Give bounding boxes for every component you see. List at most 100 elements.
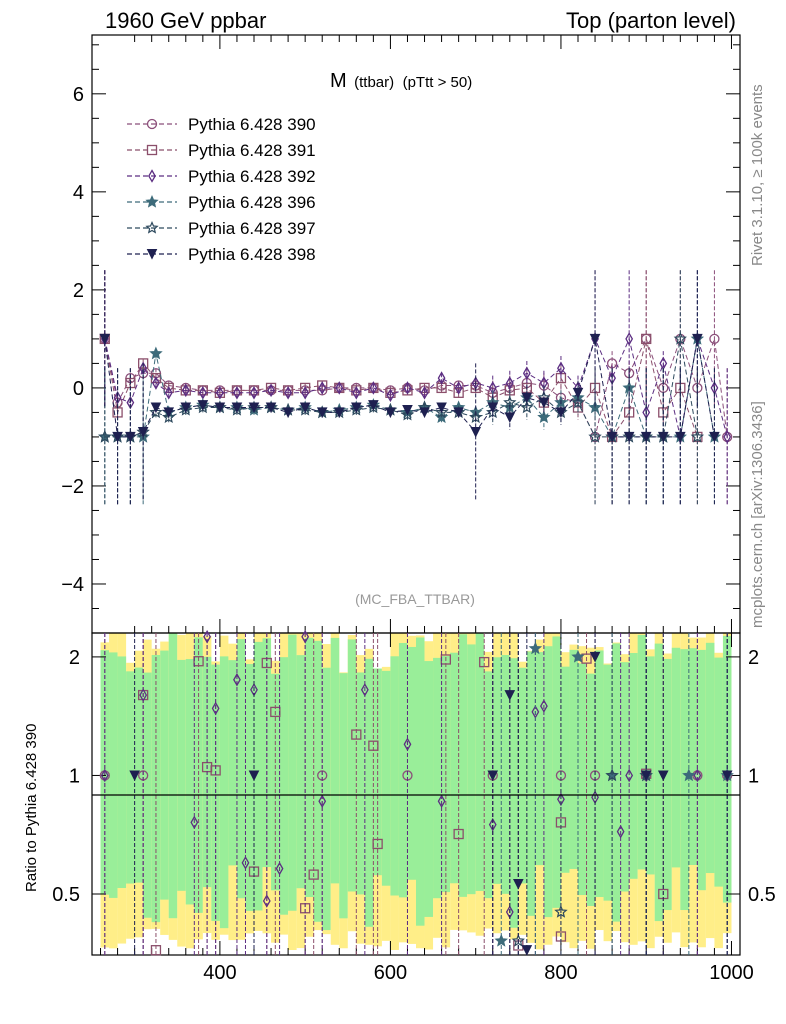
- band-green: [347, 639, 357, 892]
- band-green: [339, 673, 348, 919]
- ratio-point: [589, 651, 601, 663]
- ratio-xtick-label: 400: [203, 962, 236, 984]
- data-point: [164, 386, 173, 400]
- band-green: [288, 634, 297, 911]
- data-point: [181, 383, 190, 398]
- data-point: [537, 410, 551, 424]
- data-point: [231, 402, 243, 414]
- band-green: [305, 637, 314, 898]
- ratio-bands: [100, 633, 732, 951]
- series-3: [100, 270, 732, 506]
- ratio-point: [657, 770, 669, 782]
- band-green: [450, 652, 459, 884]
- band-green: [177, 659, 186, 891]
- chart-title-main: M: [330, 70, 347, 92]
- legend-entry: Pythia 6.428 397: [127, 219, 316, 238]
- band-green: [663, 658, 672, 911]
- data-point: [709, 431, 720, 443]
- band-green: [424, 661, 434, 917]
- data-point: [112, 431, 123, 443]
- band-green: [151, 655, 161, 923]
- ratio-ytick-label: 0.5: [52, 884, 80, 906]
- data-point: [215, 386, 224, 400]
- ratio-point: [504, 690, 516, 701]
- data-point: [505, 376, 514, 390]
- ratio-point: [360, 682, 369, 697]
- band-green: [168, 633, 178, 919]
- chart-title-sub: (ttbar): [354, 74, 394, 91]
- data-point: [470, 427, 481, 438]
- band-green: [526, 651, 536, 916]
- data-point: [437, 371, 446, 385]
- watermark: (MC_FBA_TTBAR): [355, 591, 475, 607]
- band-green: [560, 666, 570, 873]
- ratio-point: [640, 770, 652, 782]
- band-green: [126, 671, 135, 884]
- main-ytick-label: −2: [61, 476, 84, 498]
- ratio-point: [488, 817, 497, 832]
- ratio-point: [403, 737, 412, 752]
- ratio-point: [554, 904, 568, 918]
- ratio-point: [539, 699, 548, 713]
- data-point: [657, 431, 669, 443]
- data-point: [138, 358, 149, 369]
- band-green: [475, 633, 485, 891]
- ratio-point: [479, 656, 490, 668]
- data-point: [149, 346, 163, 360]
- band-green: [364, 658, 374, 927]
- band-green: [620, 662, 630, 892]
- ratio-point: [571, 649, 585, 663]
- data-point: [369, 381, 378, 395]
- band-green: [578, 663, 587, 896]
- data-point: [571, 395, 585, 409]
- band-green: [467, 644, 476, 895]
- ratio-point: [453, 828, 464, 840]
- ratio-frame: [91, 632, 741, 956]
- band-green: [705, 642, 715, 874]
- data-point: [248, 402, 260, 414]
- legend-label: Pythia 6.428 391: [188, 141, 316, 160]
- ratio-ylabel: Ratio to Pythia 6.428 390: [23, 724, 40, 892]
- data-point: [301, 386, 310, 400]
- data-point: [538, 397, 550, 409]
- series-line: [104, 336, 728, 438]
- ratio-point: [513, 879, 524, 890]
- legend-marker: [146, 249, 158, 260]
- ratio-point: [693, 768, 702, 783]
- data-point: [557, 361, 565, 376]
- data-point: [436, 402, 447, 414]
- data-point: [403, 381, 412, 395]
- legend-label: Pythia 6.428 398: [188, 245, 316, 264]
- ratio-xtick-label: 800: [544, 962, 577, 984]
- legend-entry: Pythia 6.428 398: [127, 245, 316, 264]
- legend: Pythia 6.428 390 Pythia 6.428 391 Pythia 6…: [127, 115, 316, 264]
- band-green: [296, 655, 306, 889]
- data-point: [318, 381, 327, 395]
- legend-label: Pythia 6.428 392: [188, 167, 316, 186]
- ratio-point: [372, 838, 383, 850]
- band-green: [262, 638, 272, 868]
- data-point: [137, 427, 149, 438]
- data-point: [690, 429, 705, 443]
- data-point: [521, 392, 533, 404]
- band-green: [194, 637, 203, 913]
- data-point: [402, 404, 413, 416]
- ratio-point: [511, 933, 525, 947]
- ratio-point: [275, 861, 284, 876]
- band-green: [185, 659, 195, 905]
- data-point: [673, 331, 687, 345]
- data-point: [419, 407, 430, 419]
- data-point: [152, 376, 160, 390]
- ratio-point: [351, 729, 362, 740]
- chart-title: M (ttbar) (pTtt > 50): [330, 70, 472, 92]
- data-point: [250, 386, 258, 400]
- data-point: [368, 400, 379, 411]
- band-green: [688, 648, 698, 866]
- band-green: [356, 672, 365, 895]
- band-green: [236, 639, 246, 899]
- data-point: [299, 402, 311, 414]
- header-left: 1960 GeV ppbar: [105, 8, 266, 33]
- ratio-point: [528, 641, 543, 655]
- band-green: [629, 653, 638, 879]
- data-point: [162, 410, 176, 424]
